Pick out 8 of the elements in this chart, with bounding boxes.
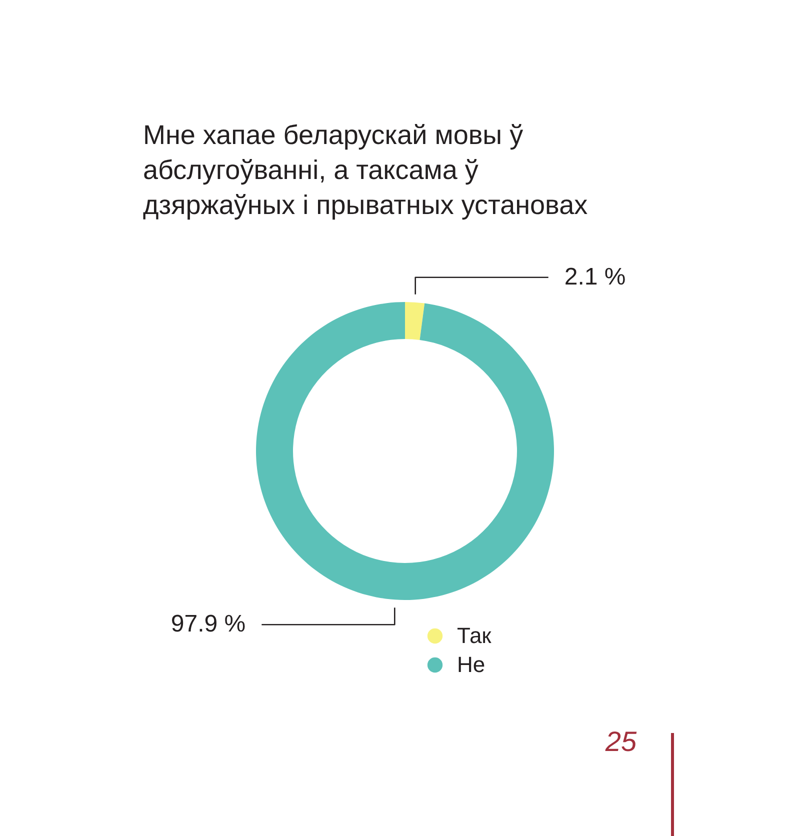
donut-slice (405, 302, 425, 340)
data-label: 97.9 % (170, 610, 246, 638)
text: 25 (604, 726, 637, 757)
legend-label: Так (457, 623, 492, 648)
data-label: 2.1 % (564, 263, 626, 290)
chart-title: Мне хапае беларускай мовы ў абслугоўванні, а таксама ў дзяржаўных і прыватных установах (143, 120, 588, 220)
donut-slice (256, 302, 554, 600)
legend-label: Не (457, 652, 486, 677)
